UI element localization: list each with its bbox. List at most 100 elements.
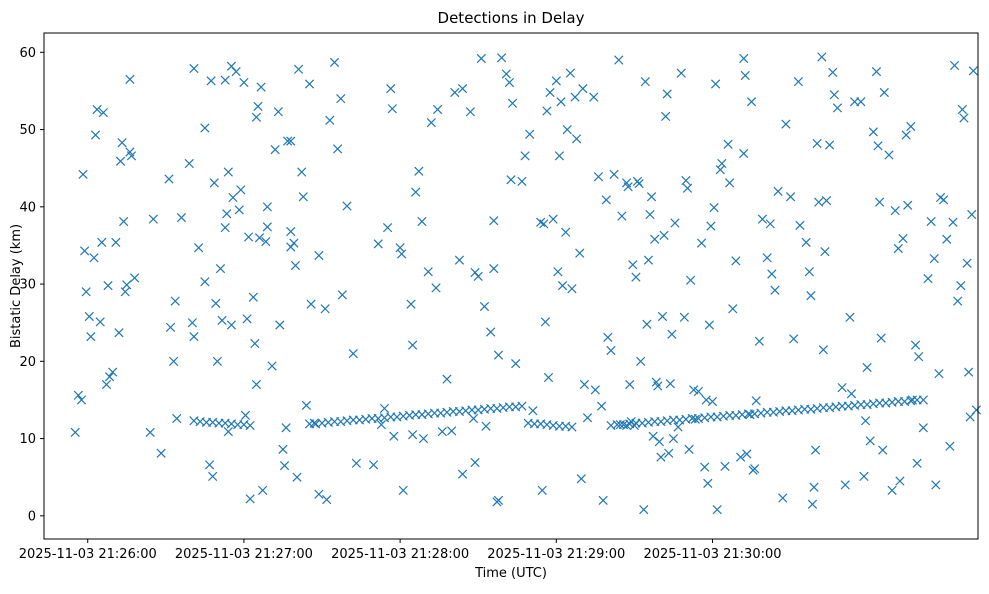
data-point-clutter: [78, 169, 88, 179]
data-point-clutter: [220, 223, 230, 233]
data-point-clutter: [845, 312, 855, 322]
data-point-clutter: [275, 320, 285, 330]
data-point-clutter: [818, 345, 828, 355]
data-point-clutter: [283, 136, 293, 146]
data-point-clutter: [234, 205, 244, 215]
data-point-clutter: [804, 267, 814, 277]
data-point-clutter: [778, 493, 788, 503]
data-point-clutter: [650, 234, 660, 244]
data-point-clutter: [912, 458, 922, 468]
data-point-clutter: [640, 77, 650, 87]
data-point-clutter: [476, 53, 486, 64]
chart-title: Detections in Delay: [438, 9, 585, 27]
data-point-clutter: [579, 379, 590, 390]
data-point-clutter: [723, 139, 733, 149]
data-point-clutter: [754, 336, 764, 346]
data-point-clutter: [76, 395, 87, 405]
data-point-clutter: [793, 77, 804, 87]
data-point-clutter: [206, 76, 216, 86]
data-point-clutter: [907, 395, 918, 405]
data-points: [70, 52, 982, 515]
data-point-clutter: [789, 334, 799, 344]
y-tick-label: 20: [19, 355, 36, 370]
data-point-clutter: [884, 150, 894, 160]
data-point-clutter: [281, 423, 291, 433]
data-point-clutter: [712, 505, 722, 515]
data-point-clutter: [468, 413, 479, 424]
data-point-clutter: [923, 274, 933, 284]
data-point-clutter: [700, 462, 710, 472]
data-point-clutter: [333, 144, 343, 154]
data-point-clutter: [731, 256, 741, 266]
data-point-clutter: [959, 113, 969, 123]
data-point-clutter: [486, 327, 496, 337]
data-point-clutter: [348, 348, 358, 359]
data-point-clutter: [329, 57, 340, 67]
data-point-clutter: [540, 317, 550, 327]
data-point-clutter: [918, 423, 928, 433]
data-point-clutter: [200, 123, 210, 133]
x-axis-label: Time (UTC): [474, 566, 547, 581]
x-tick-label: 2025-11-03 21:27:00: [175, 547, 313, 562]
data-point-clutter: [762, 253, 772, 263]
data-point-clutter: [414, 166, 424, 176]
data-point-clutter: [570, 92, 580, 102]
data-point-clutter: [320, 304, 330, 314]
data-point-clutter: [395, 243, 405, 253]
data-point-clutter: [536, 217, 546, 227]
data-point-clutter: [810, 445, 821, 455]
data-point-clutter: [104, 372, 115, 382]
data-point-clutter: [187, 318, 198, 328]
data-point-clutter: [968, 66, 978, 76]
data-point-clutter: [942, 234, 952, 244]
data-point-clutter: [971, 405, 982, 415]
data-point-clutter: [525, 129, 535, 139]
data-point-clutter: [351, 458, 361, 468]
data-point-clutter: [473, 271, 483, 281]
data-point-clutter: [829, 90, 839, 100]
data-point-clutter: [953, 296, 963, 306]
data-point-clutter: [447, 426, 457, 436]
data-point-clutter: [368, 460, 379, 470]
x-tick-label: 2025-11-03 21:30:00: [643, 547, 781, 562]
data-point-clutter: [231, 67, 241, 77]
data-point-target-track: [517, 401, 527, 411]
data-point-clutter: [545, 87, 555, 98]
data-point-clutter: [504, 77, 515, 88]
data-point-clutter: [828, 67, 838, 78]
data-point-clutter: [757, 214, 768, 224]
data-point-clutter: [809, 482, 819, 492]
data-point-clutter: [601, 195, 611, 205]
data-point-clutter: [636, 356, 646, 366]
data-point-clutter: [646, 192, 657, 202]
data-point-clutter: [670, 218, 680, 228]
data-point-clutter: [664, 448, 674, 458]
data-point-clutter: [240, 410, 251, 421]
data-point-clutter: [256, 82, 266, 92]
data-point-clutter: [101, 379, 112, 390]
data-point-clutter: [407, 340, 418, 350]
data-point-clutter: [407, 430, 418, 440]
data-point-clutter: [95, 317, 105, 327]
data-point-clutter: [204, 460, 215, 470]
data-point-clutter: [437, 426, 447, 437]
data-point-clutter: [606, 345, 616, 356]
data-point-clutter: [739, 53, 749, 64]
data-point-clutter: [659, 230, 669, 241]
data-point-clutter: [812, 138, 822, 149]
data-point-clutter: [781, 119, 791, 129]
data-point-clutter: [696, 238, 707, 248]
data-point-clutter: [290, 260, 301, 271]
data-point-clutter: [642, 319, 652, 329]
data-point-clutter: [806, 291, 816, 301]
data-point-clutter: [200, 277, 210, 287]
data-point-clutter: [575, 248, 585, 258]
data-point-clutter: [956, 280, 966, 291]
data-point-clutter: [949, 60, 960, 71]
data-point-clutter: [846, 389, 857, 399]
data-point-clutter: [582, 413, 593, 423]
data-point-clutter: [470, 457, 480, 468]
data-point-clutter: [164, 174, 174, 184]
data-point-clutter: [517, 176, 527, 186]
data-point-clutter: [314, 489, 324, 499]
